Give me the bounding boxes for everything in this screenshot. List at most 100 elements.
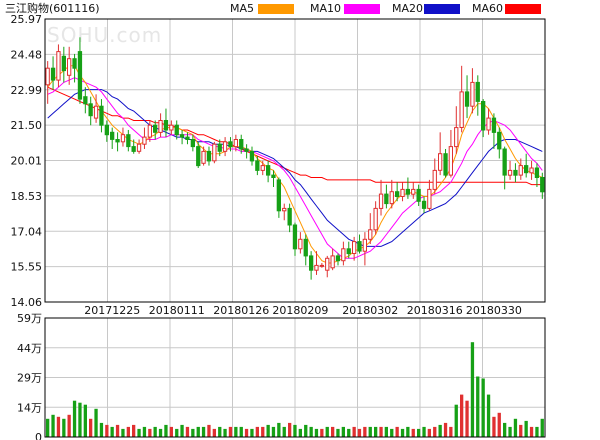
- candle: [481, 99, 486, 138]
- volume-bar: [492, 416, 496, 437]
- candle-body: [303, 238, 308, 257]
- volume-bar: [357, 428, 362, 437]
- candle: [110, 127, 115, 149]
- candle-body: [341, 248, 346, 262]
- candle: [126, 129, 131, 152]
- candle-body: [497, 131, 502, 150]
- price-panel: SOHU.com 25.97 24.48 22.99 21.50 20.01 18.53 1…: [11, 13, 546, 317]
- volume-bar: [132, 424, 136, 437]
- legend-swatch-ma10: [344, 4, 380, 14]
- candle: [174, 120, 179, 140]
- volume-bar: [288, 422, 292, 437]
- candle-body: [158, 120, 163, 133]
- volume-bar: [336, 428, 340, 437]
- date-x-tick-label: 20180316: [407, 304, 463, 317]
- date-x-tick-label: 20180302: [342, 304, 398, 317]
- candle-body: [287, 207, 292, 226]
- volume-bar: [191, 428, 195, 437]
- volume-bar: [175, 428, 179, 437]
- candle: [502, 146, 507, 190]
- price-y-tick-label: 17.04: [11, 225, 43, 238]
- candle: [534, 163, 540, 187]
- volume-bar: [105, 424, 109, 437]
- candle-body: [131, 146, 136, 152]
- price-y-tick-label: 14.06: [11, 296, 43, 309]
- volume-bar: [497, 412, 501, 437]
- volume-bar: [347, 428, 351, 437]
- candle: [357, 234, 362, 254]
- candle-body: [179, 134, 185, 138]
- volume-bar: [126, 426, 130, 437]
- candlesticks: [45, 37, 545, 280]
- price-y-tick-label: 20.01: [11, 155, 43, 168]
- candle-body: [217, 143, 222, 152]
- candle-body: [534, 167, 540, 178]
- volume-bar: [524, 420, 528, 437]
- candle-body: [491, 117, 497, 133]
- volume-bar: [46, 418, 50, 437]
- candle: [292, 222, 298, 256]
- volume-bar: [298, 428, 302, 437]
- volume-bar: [422, 426, 426, 437]
- volume-bar: [293, 424, 297, 437]
- candle-body: [362, 238, 368, 252]
- candle: [169, 120, 174, 135]
- legend-swatch-ma20: [424, 4, 460, 14]
- volume-bar: [72, 400, 77, 437]
- candle-body: [400, 188, 405, 197]
- candle-body: [72, 58, 77, 69]
- candle-body: [352, 241, 357, 255]
- candle: [72, 53, 77, 83]
- price-y-tick-label: 18.53: [11, 190, 43, 203]
- volume-bar: [255, 426, 259, 437]
- candle: [378, 179, 384, 216]
- candle-body: [255, 160, 260, 171]
- candle: [212, 141, 217, 164]
- candle: [131, 139, 136, 154]
- volume-bar: [56, 416, 61, 437]
- candle-body: [163, 120, 169, 131]
- volume-bar: [261, 426, 265, 437]
- volume-bar: [465, 400, 469, 437]
- candle: [271, 170, 276, 187]
- volume-bar: [363, 426, 367, 437]
- volume-bar: [212, 428, 216, 437]
- candle-body: [239, 139, 244, 150]
- volume-bar: [223, 428, 227, 437]
- candle: [330, 248, 335, 271]
- candle: [115, 132, 120, 152]
- candle: [67, 46, 72, 85]
- volume-bar: [331, 426, 335, 437]
- volume-y-tick-label: 44万: [17, 342, 42, 355]
- volume-bar: [142, 426, 147, 437]
- candle: [475, 75, 480, 116]
- candle-body: [405, 188, 411, 195]
- ma20-line: [47, 89, 543, 247]
- candle-body: [282, 207, 287, 212]
- candle-body: [104, 124, 109, 136]
- candle: [287, 203, 292, 233]
- candle-body: [432, 169, 437, 190]
- legend-label-ma10: MA10: [310, 2, 341, 15]
- volume-bar: [266, 424, 270, 437]
- volume-bar: [433, 426, 437, 437]
- volume-bar: [228, 426, 233, 437]
- volume-panel-frame: [44, 317, 546, 438]
- candle-body: [110, 131, 115, 140]
- legend-label-ma5: MA5: [230, 2, 254, 15]
- candle-body: [524, 165, 529, 174]
- volume-bar: [94, 408, 98, 437]
- date-x-tick-label: 20180111: [149, 304, 205, 317]
- candle-body: [266, 165, 271, 176]
- volume-bar: [395, 426, 399, 437]
- volume-y-axis: 59万 44万 29万 14万 0: [17, 312, 42, 440]
- candle: [255, 156, 260, 176]
- candle: [179, 129, 185, 145]
- candle: [341, 241, 346, 266]
- volume-bar: [374, 426, 378, 437]
- candle-body: [373, 207, 378, 231]
- candle: [411, 182, 416, 199]
- volume-bar: [115, 424, 120, 437]
- candle: [206, 146, 212, 166]
- candle: [222, 137, 228, 157]
